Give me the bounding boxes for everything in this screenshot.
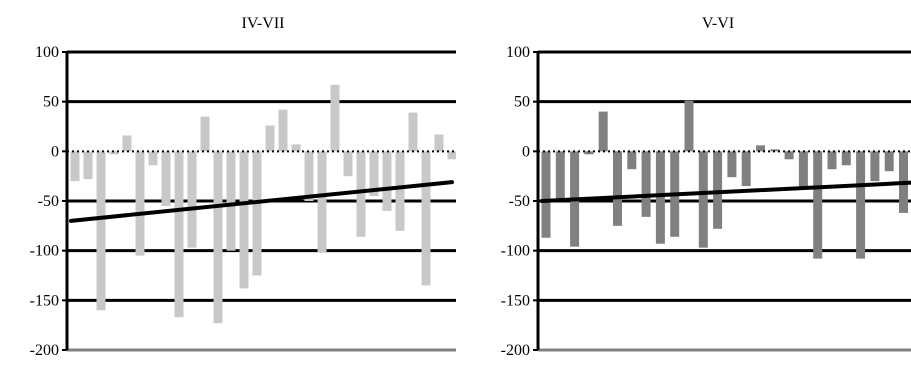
bar [421, 151, 431, 286]
bar [555, 151, 565, 201]
y-tick-label: -200 [30, 342, 59, 359]
y-tick-label: -50 [38, 193, 59, 210]
bar [200, 116, 210, 152]
bar [408, 112, 418, 152]
bar [598, 111, 608, 152]
y-tick-label: -200 [501, 342, 530, 359]
bar [187, 151, 197, 248]
bar [265, 125, 275, 152]
y-tick-label: 100 [506, 44, 530, 61]
bar [161, 151, 171, 206]
bar [96, 151, 106, 311]
chart-iv-vii: IV-VII 100 50 0 -50 -100 -150 -200 [30, 15, 456, 359]
bar [813, 151, 823, 259]
trend-line [540, 180, 911, 203]
y-tick-label: 50 [43, 94, 59, 111]
y-tick-label: 0 [522, 143, 530, 160]
bar [447, 151, 456, 160]
y-tick-label: -100 [501, 243, 530, 260]
bar [827, 151, 837, 170]
bar [70, 151, 80, 182]
y-tick-label: -150 [30, 292, 59, 309]
bar [330, 84, 340, 152]
bar [343, 151, 353, 177]
bar [317, 151, 327, 253]
bar [698, 151, 708, 248]
bar [798, 151, 808, 190]
bar [784, 151, 794, 160]
y-tick-label: -100 [30, 243, 59, 260]
y-tick-label: 100 [35, 44, 59, 61]
bar [655, 151, 665, 244]
chart-title: IV-VII [242, 15, 285, 32]
bar [109, 151, 119, 155]
bar [641, 151, 651, 217]
bar [870, 151, 880, 182]
bar [741, 151, 751, 187]
trend-line [69, 180, 454, 223]
y-tick-label: -150 [501, 292, 530, 309]
bar [148, 151, 158, 166]
chart-v-vi: V-VI 100 50 0 -50 -100 -150 -200 [456, 0, 911, 365]
bar [135, 151, 145, 256]
y-tick-label: 0 [51, 143, 59, 160]
bar [841, 151, 851, 166]
chart-v-vi-svg: V-VI 100 50 0 -50 -100 -150 -200 [501, 15, 911, 359]
bar [584, 151, 594, 155]
bar [627, 151, 637, 170]
bar [684, 100, 694, 152]
bar [727, 151, 737, 178]
chart-title: V-VI [702, 15, 734, 32]
bar [884, 151, 894, 172]
bar [395, 151, 405, 231]
bar [756, 145, 765, 152]
bar [369, 151, 379, 197]
bar [213, 151, 223, 324]
bar [226, 151, 236, 251]
bar [613, 151, 622, 226]
bar [856, 151, 866, 259]
y-tick-label: 50 [514, 94, 530, 111]
bar [434, 134, 444, 152]
bar [83, 151, 93, 180]
bar [304, 151, 314, 201]
bar [291, 144, 301, 152]
bar [356, 151, 366, 237]
bar [541, 151, 551, 238]
bar [252, 151, 262, 276]
bar [174, 151, 184, 318]
y-tick-label: -50 [509, 193, 530, 210]
bar [239, 151, 249, 289]
bar [278, 109, 288, 152]
bar [122, 135, 132, 152]
chart-iv-vii-svg: IV-VII 100 50 0 -50 -100 -150 -200 [30, 15, 456, 359]
bar [382, 151, 392, 211]
bar [713, 151, 723, 229]
